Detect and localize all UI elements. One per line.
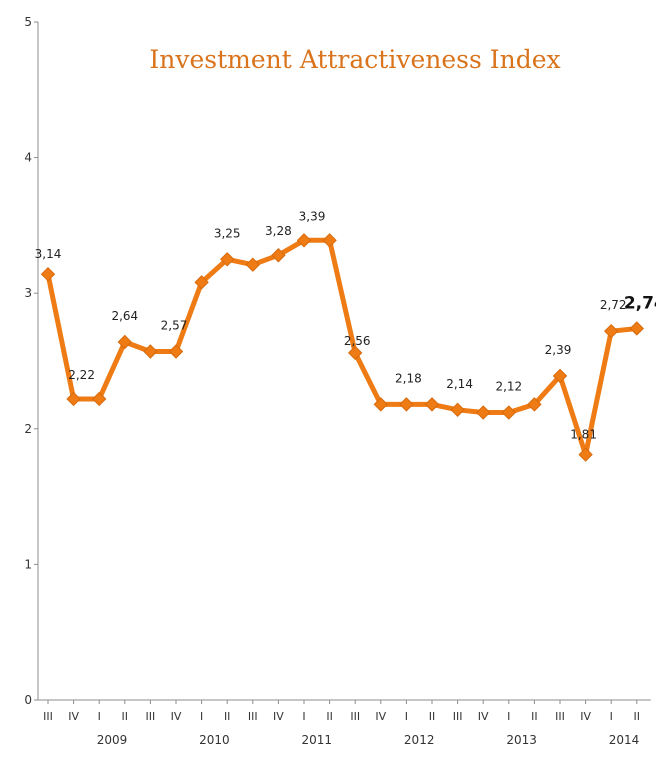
data-point [450,402,465,418]
data-label: 2,56 [344,334,371,348]
data-point [168,344,184,359]
x-tick-label: IV [171,710,182,723]
data-label: 3,14 [35,247,62,261]
x-tick-label: IV [478,710,489,723]
y-tick-label: 3 [24,286,32,300]
data-point [143,344,158,359]
y-tick-label: 2 [24,422,32,436]
chart-title: Investment Attractiveness Index [149,45,560,74]
data-label: 3,25 [214,226,241,240]
data-point [66,391,81,407]
x-tick-label: II [429,710,436,723]
data-label: 2,72 [600,298,627,312]
x-tick-label: II [531,710,538,723]
y-tick-label: 1 [24,557,32,571]
data-point [117,334,133,350]
x-tick-label: III [43,710,53,723]
x-tick-label: I [200,710,203,723]
x-year-label: 2012 [404,733,435,747]
x-tick-label: IV [375,710,386,723]
x-tick-label: I [610,710,613,723]
data-point [322,233,337,248]
data-point [296,233,312,248]
data-label: 2,22 [68,368,95,382]
x-tick-label: II [224,710,231,723]
data-point [527,397,542,412]
x-tick-label: III [555,710,565,723]
x-tick-label: III [146,710,156,723]
x-tick-label: IV [68,710,79,723]
data-point [399,397,414,412]
data-point [245,257,261,272]
data-point [373,397,389,412]
data-label: 1,81 [570,428,597,442]
x-tick-label: II [634,710,641,723]
x-year-label: 2010 [199,733,230,747]
x-tick-label: IV [273,710,284,723]
y-tick-label: 4 [24,151,32,165]
x-year-label: 2009 [97,733,128,747]
x-year-label: 2014 [609,733,640,747]
data-label: 2,57 [161,319,188,333]
data-point [91,391,107,407]
x-tick-label: II [326,710,333,723]
data-point [475,405,491,420]
data-labels: 3,14 2,22 2,64 2,57 3,25 3,28 3,39 2,56 2,18 2,14… [35,209,656,441]
data-label: 2,18 [395,371,422,385]
data-point [552,368,568,384]
data-label: 2,39 [545,343,572,357]
x-tick-label: III [350,710,360,723]
data-point [629,321,645,336]
data-label: 2,14 [446,377,473,391]
data-label: 2,12 [495,380,522,394]
data-point [603,323,619,339]
y-tick-label: 5 [24,15,32,29]
x-tick-label: II [122,710,129,723]
series-investment-attractiveness-index [40,233,645,462]
x-tick-label: III [453,710,463,723]
data-point [271,248,286,263]
data-point [194,275,209,290]
y-tick-label: 0 [24,693,32,707]
data-point [40,267,56,282]
data-point [424,397,440,412]
data-label: 2,74 [624,293,656,313]
x-tick-label: III [248,710,258,723]
x-year-label: 2011 [302,733,333,747]
data-label: 2,64 [111,309,138,323]
x-tick-label: I [98,710,101,723]
data-point [219,252,235,267]
x-tick-label: I [405,710,408,723]
data-point [578,447,593,462]
data-point [501,405,517,420]
x-year-label: 2013 [506,733,537,747]
data-point [347,345,363,361]
x-tick-label: IV [580,710,591,723]
x-tick-label: I [302,710,305,723]
data-label: 3,28 [265,224,292,238]
x-tick-label: I [507,710,510,723]
data-label: 3,39 [299,209,326,223]
